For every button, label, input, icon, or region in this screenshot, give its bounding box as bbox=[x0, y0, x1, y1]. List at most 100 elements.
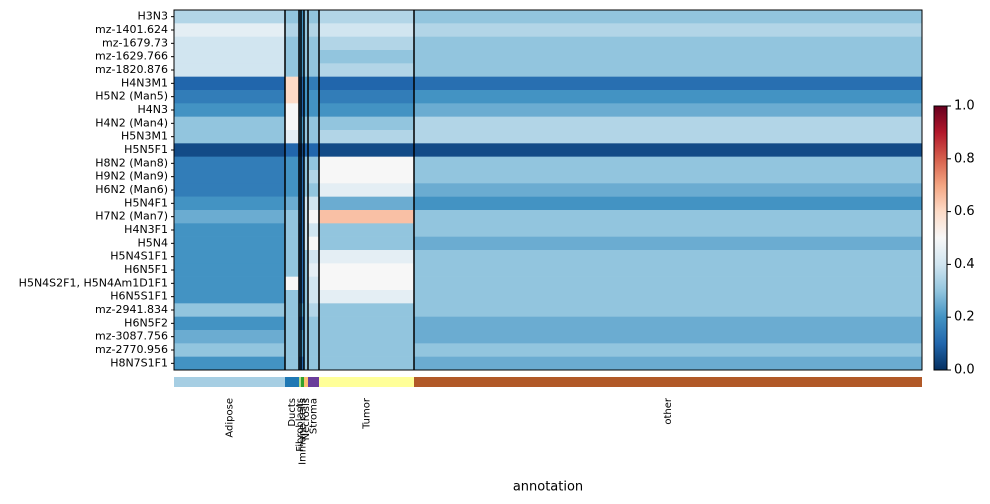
heat-cell bbox=[304, 90, 309, 104]
heat-cell bbox=[319, 250, 415, 264]
heat-cell bbox=[414, 103, 923, 117]
heat-cell bbox=[301, 316, 305, 331]
annotation-bar bbox=[174, 377, 285, 387]
heat-cell bbox=[174, 210, 286, 224]
heat-cell bbox=[285, 330, 300, 344]
group-label: Tumor bbox=[362, 397, 373, 430]
heat-cell bbox=[414, 90, 923, 104]
heat-cell bbox=[299, 63, 302, 77]
heat-cell bbox=[414, 130, 923, 144]
row-label: H5N4S2F1, H5N4Am1D1F1 bbox=[19, 276, 168, 289]
heat-cell bbox=[304, 250, 309, 264]
heat-cell bbox=[304, 130, 309, 144]
colorbar-tick-label: 0.4 bbox=[954, 257, 975, 272]
row-label: H4N3M1 bbox=[121, 76, 168, 89]
heat-cell bbox=[301, 10, 305, 24]
heat-cell bbox=[174, 23, 286, 37]
heat-cell bbox=[301, 343, 305, 357]
heat-cell bbox=[304, 23, 309, 37]
heat-cell bbox=[414, 156, 923, 171]
heat-cell bbox=[414, 63, 923, 77]
heat-cell bbox=[308, 196, 320, 211]
heat-cell bbox=[285, 356, 300, 371]
row-label: mz-1401.624 bbox=[95, 23, 168, 36]
annotation-bar bbox=[308, 377, 319, 387]
heat-cell bbox=[304, 143, 309, 157]
heat-cell bbox=[319, 76, 415, 91]
heat-cell bbox=[414, 183, 923, 197]
annotation-bar bbox=[301, 377, 304, 387]
heat-cell bbox=[414, 10, 923, 24]
heat-cell bbox=[304, 10, 309, 24]
heat-cell bbox=[308, 130, 320, 144]
row-label: H3N3 bbox=[138, 10, 169, 23]
heat-cell bbox=[308, 116, 320, 131]
heat-cell bbox=[285, 223, 300, 237]
heat-cell bbox=[414, 290, 923, 304]
heat-cell bbox=[301, 23, 305, 37]
heat-cell bbox=[414, 210, 923, 224]
row-label: H6N5F2 bbox=[124, 316, 168, 329]
heat-cell bbox=[285, 170, 300, 184]
heat-cell bbox=[174, 196, 286, 211]
heat-cell bbox=[308, 10, 320, 24]
heat-cell bbox=[285, 116, 300, 131]
heat-cell bbox=[319, 103, 415, 117]
heat-cell bbox=[299, 276, 302, 291]
heat-cell bbox=[414, 330, 923, 344]
heat-cell bbox=[414, 143, 923, 157]
heat-cell bbox=[301, 90, 305, 104]
heat-cell bbox=[308, 236, 320, 251]
heat-cell bbox=[299, 303, 302, 317]
heat-cell bbox=[304, 276, 309, 291]
heat-cell bbox=[304, 50, 309, 64]
heat-cell bbox=[299, 316, 302, 331]
heat-cell bbox=[304, 183, 309, 197]
heat-cell bbox=[285, 343, 300, 357]
heat-cell bbox=[414, 236, 923, 251]
heat-cell bbox=[414, 250, 923, 264]
heat-cell bbox=[319, 10, 415, 24]
heat-cell bbox=[299, 263, 302, 277]
heat-cell bbox=[304, 356, 309, 371]
heat-cell bbox=[285, 63, 300, 77]
row-label: H6N5F1 bbox=[124, 263, 168, 276]
heat-cell bbox=[299, 116, 302, 131]
heat-cell bbox=[301, 210, 305, 224]
heat-cell bbox=[308, 223, 320, 237]
heat-cell bbox=[308, 303, 320, 317]
heat-cell bbox=[285, 183, 300, 197]
row-label: mz-1679.73 bbox=[102, 36, 168, 49]
heat-cell bbox=[304, 36, 309, 51]
heat-cell bbox=[304, 236, 309, 251]
heat-cell bbox=[319, 156, 415, 171]
heat-cell bbox=[301, 103, 305, 117]
heat-cell bbox=[285, 50, 300, 64]
heat-cell bbox=[301, 50, 305, 64]
heat-cell bbox=[308, 143, 320, 157]
heat-cell bbox=[299, 250, 302, 264]
heat-cell bbox=[414, 303, 923, 317]
heat-cell bbox=[319, 116, 415, 131]
heat-cell bbox=[319, 63, 415, 77]
row-label: H8N2 (Man8) bbox=[95, 156, 168, 169]
heat-cell bbox=[174, 263, 286, 277]
heat-cell bbox=[174, 250, 286, 264]
heat-cell bbox=[308, 36, 320, 51]
heat-cell bbox=[319, 263, 415, 277]
heat-cell bbox=[304, 156, 309, 171]
heat-cell bbox=[308, 103, 320, 117]
colorbar-tick-label: 0.6 bbox=[954, 204, 975, 219]
heat-cell bbox=[301, 223, 305, 237]
heat-cell bbox=[174, 343, 286, 357]
colorbar-tick-label: 0.0 bbox=[954, 363, 975, 378]
heat-cell bbox=[308, 356, 320, 371]
row-label: mz-2770.956 bbox=[95, 343, 168, 356]
row-label: H6N5S1F1 bbox=[110, 290, 168, 303]
heat-cell bbox=[299, 183, 302, 197]
heat-cell bbox=[308, 156, 320, 171]
row-label: H5N4S1F1 bbox=[110, 250, 168, 263]
heat-cell bbox=[304, 316, 309, 331]
group-label: Stroma bbox=[309, 398, 320, 434]
